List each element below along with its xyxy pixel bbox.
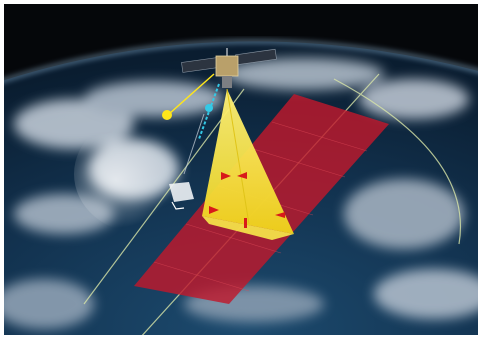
satellite-body: [215, 55, 239, 77]
ground-station: [169, 182, 194, 210]
sensor-beam: [202, 88, 294, 240]
signal-links: [162, 73, 220, 175]
earth-observation-scene: [4, 4, 478, 335]
beam-markers: [209, 172, 285, 228]
scene-illustration: [4, 4, 478, 335]
sun-glint: [74, 114, 214, 234]
sensor-head: [222, 76, 232, 88]
satellite: [181, 48, 277, 88]
